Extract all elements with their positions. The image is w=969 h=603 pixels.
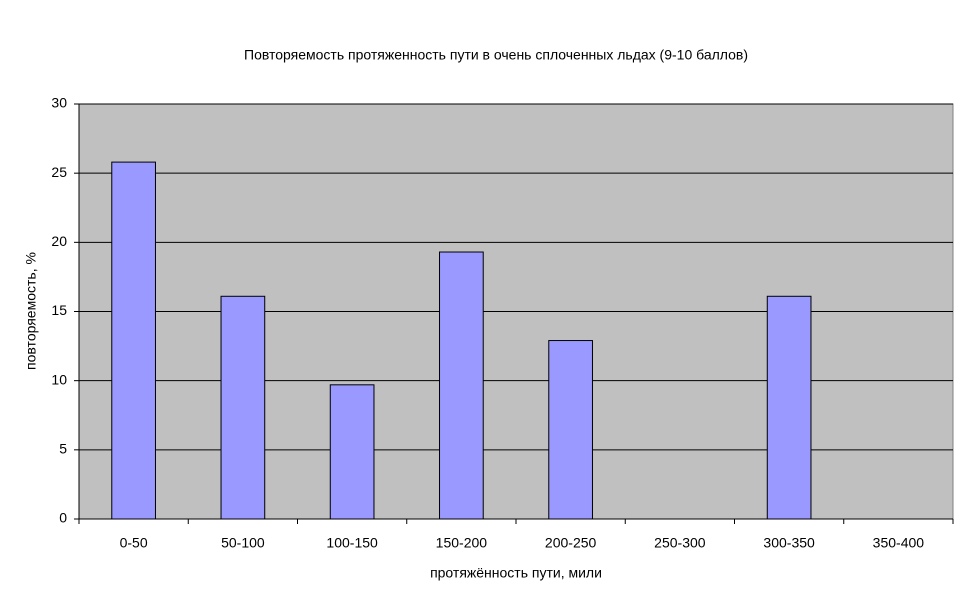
bar bbox=[439, 251, 484, 520]
x-axis-label: протяжённость пути, мили bbox=[430, 565, 602, 581]
bar bbox=[548, 340, 593, 520]
y-tick-label: 30 bbox=[51, 95, 67, 111]
y-axis-label: повторяемость, % bbox=[23, 252, 39, 370]
y-tick-label: 10 bbox=[51, 371, 67, 387]
y-tick-label: 5 bbox=[59, 441, 67, 457]
x-tick-label: 250-300 bbox=[654, 535, 706, 551]
x-tick-label: 150-200 bbox=[436, 535, 488, 551]
y-tick-label: 25 bbox=[51, 164, 67, 180]
bar bbox=[111, 161, 156, 520]
x-tick-label: 200-250 bbox=[545, 535, 597, 551]
chart-title: Повторяемость протяженность пути в очень… bbox=[244, 47, 748, 63]
bar bbox=[766, 295, 812, 520]
y-tick-label: 20 bbox=[51, 233, 67, 249]
y-tick-label: 15 bbox=[51, 302, 67, 318]
x-tick-label: 0-50 bbox=[120, 535, 148, 551]
x-tick-label: 100-150 bbox=[326, 535, 378, 551]
x-tick-label: 50-100 bbox=[221, 535, 265, 551]
y-tick-label: 0 bbox=[59, 510, 67, 526]
x-tick-label: 350-400 bbox=[873, 535, 925, 551]
bar bbox=[329, 384, 375, 520]
bar bbox=[220, 295, 266, 520]
x-tick-label: 300-350 bbox=[763, 535, 815, 551]
